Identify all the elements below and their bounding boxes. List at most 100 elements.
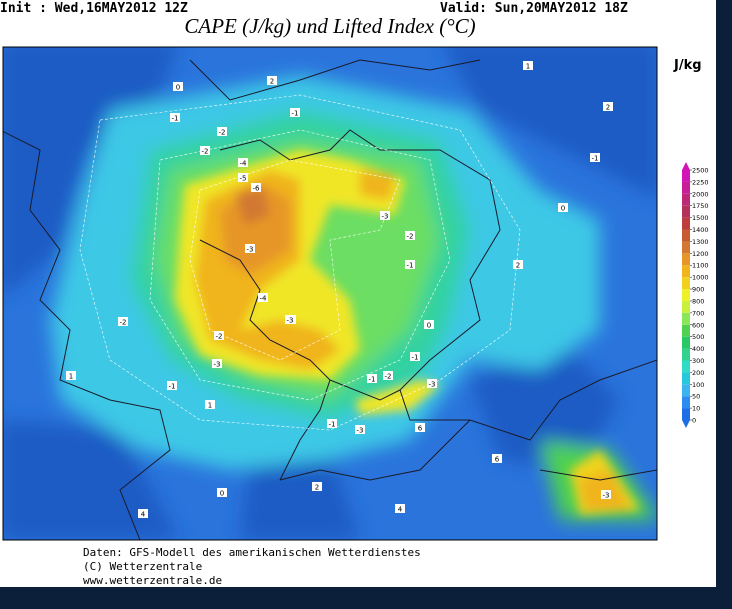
contour-label-box — [170, 113, 180, 122]
contour-label: -1 — [292, 110, 299, 118]
contour-label-box — [395, 504, 405, 513]
contour-label-box — [267, 76, 277, 85]
colorbar-unit: J/kg — [674, 58, 702, 73]
colorbar-band — [682, 336, 690, 349]
contour-label: 0 — [427, 322, 431, 330]
contour-label-box — [312, 482, 322, 491]
contour-label-box — [327, 419, 337, 428]
colorbar-band — [682, 265, 690, 278]
contour-label-box — [238, 158, 248, 167]
contour-label: -1 — [407, 262, 414, 270]
borders — [3, 59, 657, 540]
colorbar-band — [682, 205, 690, 218]
contour-label: -1 — [592, 155, 599, 163]
contour-label-box — [212, 359, 222, 368]
contour-label: 0 — [220, 490, 224, 498]
contour-label: -3 — [287, 317, 294, 325]
contour-label: -6 — [253, 185, 261, 193]
contour-label-box — [238, 173, 248, 182]
colorbar-band — [682, 181, 690, 194]
map-frame — [2, 46, 658, 541]
contour-label-box — [523, 61, 533, 70]
colorbar-tick-label: 2250 — [692, 178, 709, 186]
contour-label-box — [383, 371, 393, 380]
colorbar-tick-label: 1750 — [692, 202, 709, 210]
contour-label-box — [427, 379, 437, 388]
colorbar-tick-label: 700 — [692, 309, 704, 317]
colorbar-tick-label: 1300 — [692, 238, 709, 246]
contour-label: -3 — [382, 213, 389, 221]
contour-label: 1 — [208, 402, 212, 410]
contour-label: 6 — [418, 425, 423, 433]
contour-label: -2 — [202, 148, 209, 156]
colorbar-tick-label: 10 — [692, 405, 700, 413]
map-title: CAPE (J/kg) und Lifted Index (°C) — [184, 14, 476, 38]
colorbar-tick-label: 1200 — [692, 250, 709, 258]
footer-line: (C) Wetterzentrale — [83, 560, 203, 573]
contour-label: -3 — [247, 246, 254, 254]
colorbar-band — [682, 300, 690, 313]
colorbar-tick-label: 500 — [692, 333, 704, 341]
colorbar-band — [682, 217, 690, 230]
contour-label-box — [217, 488, 227, 497]
colorbar-band — [682, 312, 690, 325]
colorbar-tick-label: 600 — [692, 321, 704, 329]
colorbar-tick-label: 900 — [692, 286, 704, 294]
footer-line: www.wetterzentrale.de — [83, 574, 223, 587]
contour-label-box — [355, 425, 365, 434]
colorbar-band — [682, 324, 690, 337]
contour-label-box — [118, 317, 128, 326]
contour-label-box — [424, 320, 434, 329]
colorbar-band — [682, 396, 690, 409]
contour-label: 2 — [606, 104, 610, 112]
colorbar-band — [682, 241, 690, 254]
contour-label: -2 — [385, 373, 392, 381]
contour-label: 1 — [526, 63, 530, 71]
contour-label: -2 — [407, 233, 414, 241]
contour-label-box — [167, 381, 177, 390]
contour-label-box — [603, 102, 613, 111]
contour-label: -1 — [369, 376, 376, 384]
contour-label-box — [405, 260, 415, 269]
contour-label-box — [285, 315, 295, 324]
contour-label-box — [214, 331, 224, 340]
contour-label: -4 — [240, 160, 248, 168]
contour-label: -1 — [329, 421, 336, 429]
contour-label: -4 — [260, 295, 268, 303]
colorbar-tick-label: 1000 — [692, 274, 709, 282]
colorbar-band — [682, 229, 690, 242]
contour-label: -5 — [240, 175, 247, 183]
contour-label: -3 — [357, 427, 364, 435]
colorbar-band — [682, 384, 690, 397]
colorbar-tick-label: 800 — [692, 297, 704, 305]
contour-label: -1 — [169, 383, 176, 391]
contour-label: 4 — [141, 511, 146, 519]
contour-label: -1 — [412, 354, 419, 362]
contour-label-box — [590, 153, 600, 162]
map-canvas: 0-1-1-2-2-4-5-6-3-4-4-3-3-2-2-1-101220-1… — [2, 46, 709, 541]
frame-edge — [0, 587, 732, 609]
contour-label: -3 — [214, 361, 221, 369]
contour-label-box — [200, 146, 210, 155]
contour-label-box — [258, 293, 268, 302]
contours — [79, 94, 521, 431]
colorbar-band — [682, 372, 690, 385]
contour-label-box — [492, 454, 502, 463]
contour-label: 0 — [176, 84, 180, 92]
colorbar-cap — [682, 420, 690, 428]
contour-label-box — [558, 203, 568, 212]
contour-label: -2 — [120, 319, 127, 327]
frame-edge — [716, 0, 732, 609]
colorbar-tick-label: 400 — [692, 345, 704, 353]
contour-label-box — [251, 183, 261, 192]
colorbar-tick-label: 1100 — [692, 262, 709, 270]
contour-label: 2 — [516, 262, 520, 270]
contour-label-box — [410, 352, 420, 361]
contour-label-box — [138, 509, 148, 518]
colorbar-band — [682, 289, 690, 301]
footer-line: Daten: GFS-Modell des amerikanischen Wet… — [83, 546, 421, 559]
contour-label-box — [601, 490, 611, 499]
init-time: Init : Wed,16MAY2012 12Z — [0, 1, 188, 16]
contour-label-box — [217, 127, 227, 136]
